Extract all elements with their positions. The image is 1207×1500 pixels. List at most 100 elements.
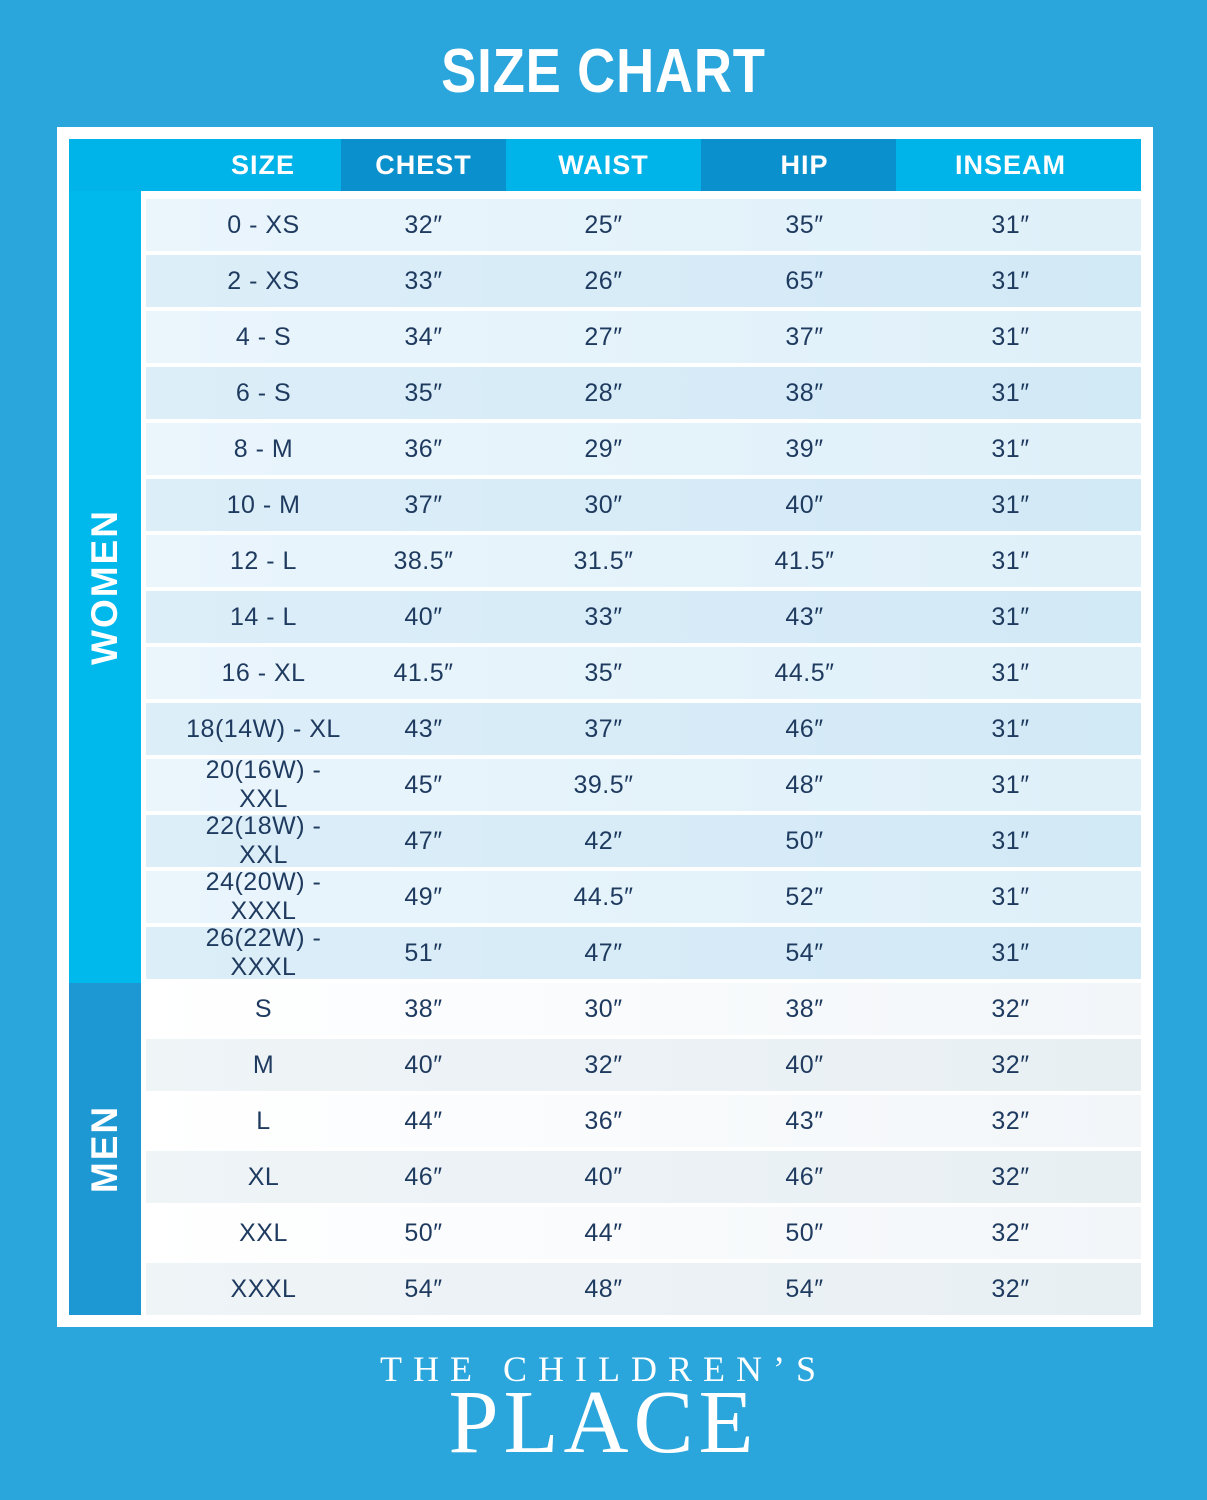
cell-size: 0 - XS xyxy=(227,210,300,239)
cell-size: L xyxy=(256,1106,271,1135)
cell-inseam: 31″ xyxy=(991,322,1030,351)
cell-chest: 45″ xyxy=(404,770,443,799)
table-row: 24(20W) - XXXL 49″ 44.5″ 52″ 31″ xyxy=(146,868,1141,925)
table-row: 20(16W) - XXL 45″ 39.5″ 48″ 31″ xyxy=(146,756,1141,813)
cell-waist: 32″ xyxy=(584,1050,623,1079)
cell-hip: 37″ xyxy=(785,322,824,351)
cell-chest: 50″ xyxy=(404,1218,443,1247)
cell-inseam: 31″ xyxy=(991,266,1030,295)
cell-chest: 51″ xyxy=(404,938,443,967)
cell-waist: 35″ xyxy=(584,658,623,687)
cell-chest: 36″ xyxy=(404,434,443,463)
cell-hip: 40″ xyxy=(785,1050,824,1079)
men-section-label: MEN xyxy=(84,1104,126,1194)
cell-inseam: 32″ xyxy=(991,1106,1030,1135)
cell-size: XXL xyxy=(239,1218,288,1247)
header-hip: HIP xyxy=(701,139,896,191)
cell-hip: 46″ xyxy=(785,714,824,743)
cell-chest: 54″ xyxy=(404,1274,443,1303)
cell-hip: 52″ xyxy=(785,882,824,911)
cell-waist: 39.5″ xyxy=(573,770,634,799)
cell-hip: 38″ xyxy=(785,378,824,407)
table-row: 4 - S 34″ 27″ 37″ 31″ xyxy=(146,311,1141,363)
brand-name-top: THE CHILDREN’S xyxy=(380,1349,827,1389)
cell-waist: 47″ xyxy=(584,938,623,967)
cell-size: 4 - S xyxy=(235,322,292,351)
cell-hip: 41.5″ xyxy=(774,546,835,575)
section-sidebar: WOMEN MEN xyxy=(69,191,141,1315)
cell-size: 10 - M xyxy=(226,490,301,519)
table-row: L 44″ 36″ 43″ 32″ xyxy=(146,1095,1141,1147)
cell-inseam: 32″ xyxy=(991,1218,1030,1247)
table-frame: SIZE CHEST WAIST HIP INSEAM WOMEN MEN 0 … xyxy=(57,127,1153,1327)
cell-size: 16 - XL xyxy=(221,658,306,687)
cell-chest: 33″ xyxy=(404,266,443,295)
cell-waist: 42″ xyxy=(584,826,623,855)
cell-hip: 44.5″ xyxy=(774,658,835,687)
cell-hip: 38″ xyxy=(785,994,824,1023)
cell-chest: 40″ xyxy=(404,602,443,631)
cell-waist: 44″ xyxy=(584,1218,623,1247)
cell-waist: 48″ xyxy=(584,1274,623,1303)
cell-size: 6 - S xyxy=(235,378,292,407)
table-row: XXL 50″ 44″ 50″ 32″ xyxy=(146,1207,1141,1259)
cell-chest: 46″ xyxy=(404,1162,443,1191)
cell-hip: 39″ xyxy=(785,434,824,463)
table-row: M 40″ 32″ 40″ 32″ xyxy=(146,1039,1141,1091)
header-chest: CHEST xyxy=(341,139,506,191)
cell-chest: 32″ xyxy=(404,210,443,239)
table-row: 26(22W) - XXXL 51″ 47″ 54″ 31″ xyxy=(146,924,1141,981)
table-row: 12 - L 38.5″ 31.5″ 41.5″ 31″ xyxy=(146,535,1141,587)
cell-inseam: 31″ xyxy=(991,770,1030,799)
cell-waist: 33″ xyxy=(584,602,623,631)
cell-hip: 50″ xyxy=(785,826,824,855)
cell-hip: 48″ xyxy=(785,770,824,799)
cell-hip: 46″ xyxy=(785,1162,824,1191)
cell-hip: 43″ xyxy=(785,1106,824,1135)
cell-inseam: 31″ xyxy=(991,658,1030,687)
cell-hip: 65″ xyxy=(785,266,824,295)
cell-inseam: 31″ xyxy=(991,602,1030,631)
cell-waist: 37″ xyxy=(584,714,623,743)
cell-inseam: 32″ xyxy=(991,1050,1030,1079)
table-body: WOMEN MEN 0 - XS 32″ 25″ 35″ 31″ 2 - XS … xyxy=(69,191,1141,1315)
cell-size: 22(18W) - XXL xyxy=(205,812,322,869)
cell-inseam: 31″ xyxy=(991,826,1030,855)
women-section-label: WOMEN xyxy=(84,509,125,665)
cell-waist: 28″ xyxy=(584,378,623,407)
table-header-row: SIZE CHEST WAIST HIP INSEAM xyxy=(69,139,1141,191)
rows-container: 0 - XS 32″ 25″ 35″ 31″ 2 - XS 33″ 26″ 65… xyxy=(141,191,1141,1315)
cell-size: 18(14W) - XL xyxy=(186,714,341,743)
table-row: 18(14W) - XL 43″ 37″ 46″ 31″ xyxy=(146,703,1141,755)
cell-inseam: 31″ xyxy=(991,714,1030,743)
cell-chest: 47″ xyxy=(404,826,443,855)
cell-waist: 31.5″ xyxy=(573,546,634,575)
page-title: SIZE CHART xyxy=(441,37,766,106)
table-row: 0 - XS 32″ 25″ 35″ 31″ xyxy=(146,199,1141,251)
table-row: 10 - M 37″ 30″ 40″ 31″ xyxy=(146,479,1141,531)
cell-chest: 38.5″ xyxy=(393,546,454,575)
table-row: XXXL 54″ 48″ 54″ 32″ xyxy=(146,1263,1141,1315)
cell-inseam: 31″ xyxy=(991,434,1030,463)
women-section-band: WOMEN xyxy=(69,191,141,983)
cell-size: 20(16W) - XXL xyxy=(205,756,322,813)
men-section-band: MEN xyxy=(69,983,141,1315)
table-row: 6 - S 35″ 28″ 38″ 31″ xyxy=(146,367,1141,419)
cell-chest: 35″ xyxy=(404,378,443,407)
cell-hip: 43″ xyxy=(785,602,824,631)
cell-inseam: 31″ xyxy=(991,490,1030,519)
table-row: 22(18W) - XXL 47″ 42″ 50″ 31″ xyxy=(146,812,1141,869)
cell-size: M xyxy=(252,1050,275,1079)
cell-chest: 38″ xyxy=(404,994,443,1023)
cell-waist: 29″ xyxy=(584,434,623,463)
cell-waist: 26″ xyxy=(584,266,623,295)
cell-waist: 27″ xyxy=(584,322,623,351)
cell-hip: 40″ xyxy=(785,490,824,519)
table-row: 14 - L 40″ 33″ 43″ 31″ xyxy=(146,591,1141,643)
cell-hip: 54″ xyxy=(785,938,824,967)
cell-inseam: 31″ xyxy=(991,210,1030,239)
cell-size: XXXL xyxy=(230,1274,297,1303)
cell-size: S xyxy=(254,994,273,1023)
cell-chest: 44″ xyxy=(404,1106,443,1135)
